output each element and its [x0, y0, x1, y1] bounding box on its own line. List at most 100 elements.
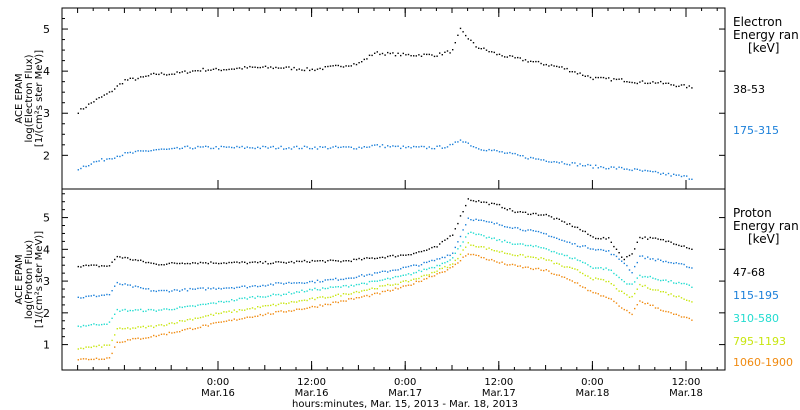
data-point	[532, 157, 534, 159]
data-point	[379, 256, 381, 259]
data-point	[324, 261, 326, 263]
data-point	[626, 283, 628, 285]
data-point	[186, 72, 189, 74]
data-point	[322, 280, 324, 283]
data-point	[119, 83, 121, 85]
data-point	[108, 265, 111, 267]
data-point	[212, 68, 215, 70]
data-point	[319, 67, 321, 70]
data-point	[335, 64, 337, 67]
data-point	[355, 148, 358, 150]
data-point	[251, 307, 254, 309]
data-point	[660, 309, 662, 311]
data-point	[407, 281, 410, 283]
data-point	[285, 282, 287, 284]
data-point	[332, 146, 334, 148]
electron-ytick-label: 5	[43, 23, 50, 36]
data-point	[350, 293, 352, 295]
data-point	[688, 266, 690, 269]
data-point	[176, 307, 178, 310]
data-point	[462, 249, 464, 251]
data-point	[410, 284, 412, 286]
data-point	[517, 243, 519, 245]
data-point	[626, 294, 628, 296]
data-point	[259, 66, 261, 69]
data-point	[251, 316, 254, 318]
data-point	[566, 241, 568, 243]
data-point	[561, 220, 563, 222]
data-point	[675, 282, 677, 285]
data-point	[595, 237, 597, 240]
data-point	[199, 326, 202, 329]
data-point	[657, 258, 659, 260]
data-point	[535, 158, 537, 160]
data-point	[657, 279, 659, 281]
data-point	[405, 146, 407, 149]
data-point	[348, 298, 350, 300]
data-point	[420, 55, 423, 57]
data-point	[293, 292, 295, 294]
data-point	[368, 54, 371, 56]
data-point	[153, 262, 155, 265]
data-point	[264, 305, 267, 307]
data-point	[524, 266, 527, 268]
data-point	[600, 76, 602, 79]
data-point	[350, 284, 352, 286]
data-point	[233, 147, 235, 149]
data-point	[439, 52, 441, 54]
data-point	[426, 261, 428, 264]
data-point	[582, 74, 584, 76]
data-point	[475, 233, 477, 236]
data-point	[366, 289, 368, 291]
data-point	[641, 255, 644, 257]
data-point	[134, 259, 137, 261]
data-point	[613, 245, 615, 248]
data-point	[301, 299, 303, 302]
data-point	[283, 293, 285, 295]
data-point	[657, 238, 659, 240]
data-point	[275, 261, 277, 263]
data-point	[329, 278, 332, 281]
data-point	[621, 290, 623, 292]
data-point	[249, 147, 251, 149]
data-point	[413, 264, 415, 266]
data-point	[675, 296, 677, 298]
data-point	[322, 287, 324, 289]
data-point	[381, 290, 384, 293]
data-point	[381, 279, 384, 281]
data-point	[545, 269, 547, 271]
data-point	[90, 324, 92, 326]
data-point	[166, 289, 168, 292]
data-point	[129, 258, 131, 261]
data-point	[361, 147, 363, 149]
data-point	[345, 284, 347, 287]
data-point	[257, 66, 259, 69]
data-point	[691, 178, 693, 180]
data-point	[192, 148, 194, 150]
data-point	[563, 240, 566, 242]
data-point	[275, 304, 277, 307]
data-point	[199, 70, 202, 72]
data-point	[465, 34, 467, 37]
data-point	[199, 261, 202, 264]
data-point	[145, 327, 147, 329]
data-point	[579, 72, 581, 74]
data-point	[488, 247, 490, 249]
data-point	[654, 82, 657, 84]
data-point	[478, 219, 480, 221]
data-point	[301, 289, 303, 291]
data-point	[431, 147, 433, 150]
data-point	[418, 54, 420, 56]
data-point	[184, 320, 186, 322]
data-point	[98, 97, 100, 99]
data-point	[166, 333, 168, 336]
data-point	[280, 310, 282, 312]
data-point	[509, 151, 511, 154]
data-point	[181, 262, 183, 264]
data-point	[543, 214, 545, 216]
data-point	[459, 253, 462, 256]
data-point	[332, 301, 334, 303]
data-point	[301, 147, 303, 150]
data-point	[129, 284, 131, 286]
data-point	[283, 302, 285, 304]
